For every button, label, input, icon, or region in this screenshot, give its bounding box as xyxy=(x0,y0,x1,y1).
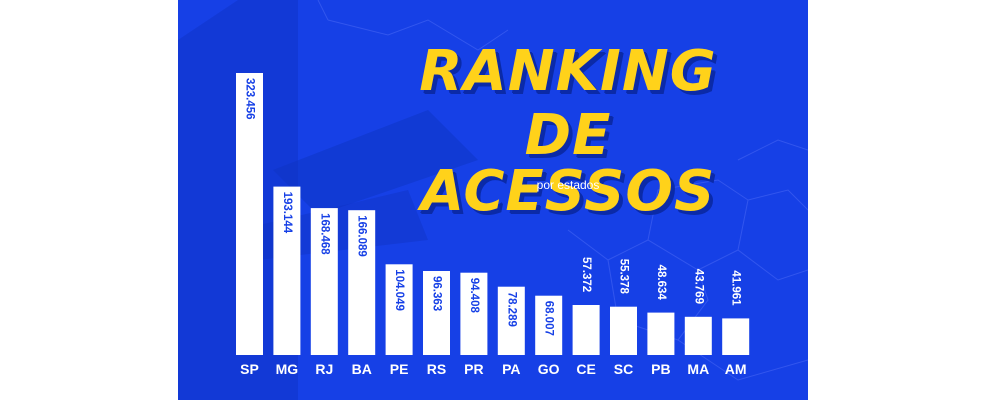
bar-ba xyxy=(348,210,376,355)
value-label-mg: 193.144 xyxy=(281,192,293,234)
value-label-am: 41.961 xyxy=(730,270,742,306)
value-label-rj: 168.468 xyxy=(318,213,330,255)
category-label-pe: PE xyxy=(390,361,409,377)
bar-sp xyxy=(236,73,263,355)
value-label-pb: 48.634 xyxy=(655,265,667,301)
category-label-ba: BA xyxy=(352,361,372,377)
category-label-ma: MA xyxy=(687,361,709,377)
bar-mg xyxy=(273,186,301,355)
category-label-go: GO xyxy=(538,361,560,377)
bars-group xyxy=(236,73,750,355)
infographic-poster: RANKING DE ACESSOS por estados 323.456 19… xyxy=(178,0,808,400)
chart-title-line-2: DE ACESSOS xyxy=(420,103,716,224)
bar-ma xyxy=(684,316,712,355)
value-label-pr: 94.408 xyxy=(468,278,480,314)
value-label-pe: 104.049 xyxy=(393,269,405,311)
category-label-pa: PA xyxy=(502,361,520,377)
category-label-mg: MG xyxy=(276,361,299,377)
bar-pr xyxy=(460,272,488,355)
value-label-sc: 55.378 xyxy=(617,259,629,295)
category-label-rj: RJ xyxy=(315,361,333,377)
category-label-am: AM xyxy=(725,361,747,377)
value-label-go: 68.007 xyxy=(543,301,555,336)
category-label-sc: SC xyxy=(614,361,633,377)
category-label-sp: SP xyxy=(240,361,259,377)
bar-sc xyxy=(610,306,637,355)
category-labels-group: SP MG RJ BA PE RS PR PA GO CE SC PB MA AM xyxy=(240,361,746,377)
value-label-ce: 57.372 xyxy=(580,257,592,292)
value-label-pa: 78.289 xyxy=(505,292,517,327)
value-label-ba: 166.089 xyxy=(356,215,368,257)
category-label-rs: RS xyxy=(427,361,446,377)
category-label-pr: PR xyxy=(464,361,483,377)
bar-ce xyxy=(572,305,600,355)
bar-rs xyxy=(423,271,450,355)
bar-am xyxy=(722,318,750,355)
bar-pa xyxy=(497,286,525,355)
bar-chart: 323.456 193.144 168.468 166.089 104.049 96.36… xyxy=(236,73,750,377)
value-label-ma: 43.769 xyxy=(692,269,704,304)
category-label-ce: CE xyxy=(576,361,595,377)
value-labels-group: 323.456 193.144 168.468 166.089 104.049 96.36… xyxy=(243,78,741,336)
category-label-pb: PB xyxy=(651,361,670,377)
bar-go xyxy=(535,295,563,355)
value-label-sp: 323.456 xyxy=(243,78,255,120)
bar-rj xyxy=(310,208,338,355)
value-label-rs: 96.363 xyxy=(430,276,442,311)
bar-pb xyxy=(647,312,675,355)
chart-title-line-1: RANKING xyxy=(419,39,717,104)
chart-subtitle: por estados xyxy=(536,178,600,192)
bar-pe xyxy=(385,264,413,355)
